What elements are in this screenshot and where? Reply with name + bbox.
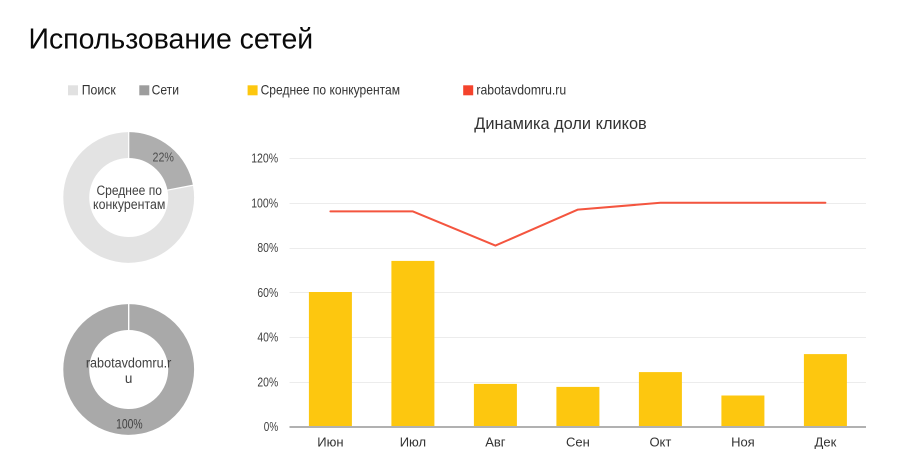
svg-text:100%: 100% (116, 416, 143, 431)
svg-text:Среднее по конкурентам: Среднее по конкурентам (261, 82, 400, 98)
svg-text:Сети: Сети (152, 82, 179, 98)
svg-text:u: u (125, 371, 133, 386)
svg-text:конкурентам: конкурентам (93, 197, 165, 212)
svg-text:Авг: Авг (485, 435, 506, 450)
svg-text:Дек: Дек (815, 435, 837, 450)
svg-text:Среднее по: Среднее по (96, 183, 162, 198)
svg-text:20%: 20% (257, 376, 278, 390)
svg-text:Динамика доли кликов: Динамика доли кликов (474, 115, 647, 133)
svg-text:Окт: Окт (649, 435, 671, 450)
svg-text:120%: 120% (251, 152, 278, 166)
svg-text:rabotavdomru.ru: rabotavdomru.ru (476, 82, 566, 98)
svg-text:Сен: Сен (566, 435, 590, 450)
svg-text:Поиск: Поиск (82, 82, 117, 98)
svg-text:Ноя: Ноя (731, 435, 755, 450)
svg-text:100%: 100% (251, 197, 278, 211)
svg-text:rabotavdomru.r: rabotavdomru.r (86, 356, 172, 371)
svg-text:60%: 60% (257, 286, 278, 300)
svg-text:Июл: Июл (400, 435, 426, 450)
svg-text:Июн: Июн (317, 435, 343, 450)
svg-text:Использование сетей: Использование сетей (29, 24, 314, 56)
svg-text:80%: 80% (257, 241, 278, 255)
svg-text:0%: 0% (264, 420, 278, 434)
svg-text:40%: 40% (257, 331, 278, 345)
svg-text:22%: 22% (153, 150, 175, 165)
